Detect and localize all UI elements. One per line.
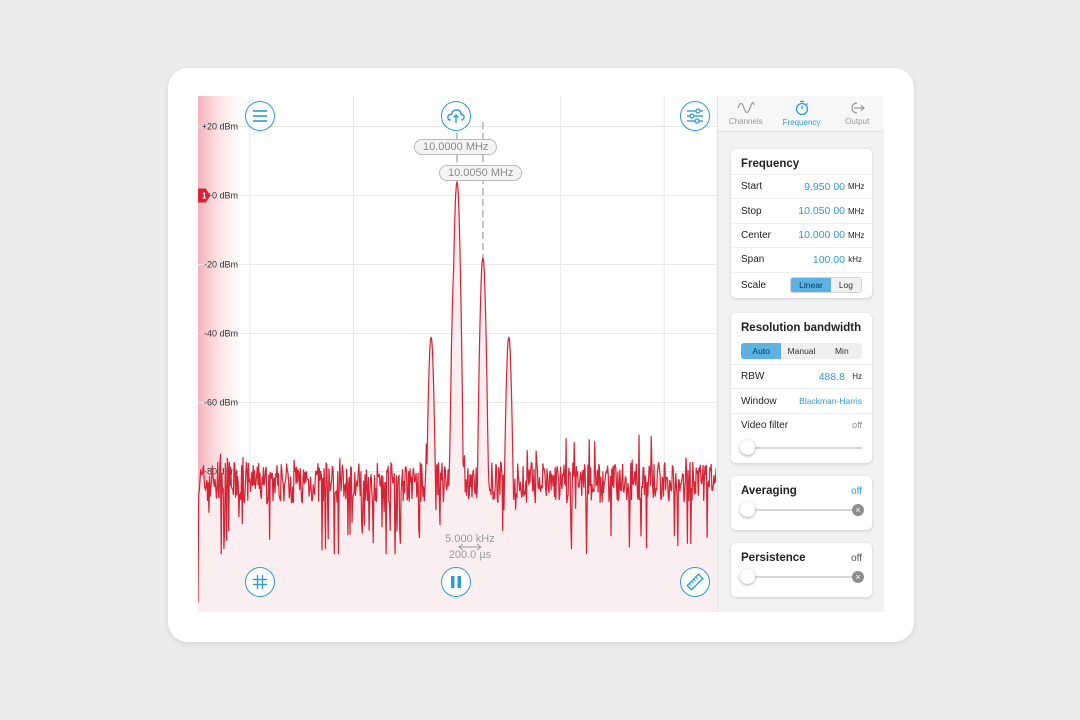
grid-toggle-button[interactable]: [245, 567, 275, 597]
delta-arrow-left-head: [458, 543, 464, 551]
averaging-card: Averaging off ×: [731, 476, 872, 530]
span-value[interactable]: 100.00: [812, 253, 845, 266]
scale-row: Scale Linear Log: [731, 271, 872, 298]
center-row[interactable]: Center 10.000 00 MHz: [731, 222, 872, 247]
persistence-header: Persistence off: [731, 543, 872, 566]
rbw-value[interactable]: 488.8: [818, 370, 845, 383]
frequency-card-title: Frequency: [741, 158, 800, 170]
resolution-bandwidth-card: Resolution bandwidth Auto Manual Min RBW…: [731, 313, 872, 463]
stop-value[interactable]: 10.050 00: [798, 205, 845, 218]
rbw-row[interactable]: RBW 488.8 Hz: [731, 364, 872, 388]
center-value[interactable]: 10.000 00: [798, 229, 845, 242]
video-filter-slider[interactable]: [740, 437, 862, 459]
rbw-unit: Hz: [852, 372, 862, 382]
rbw-mode-min[interactable]: Min: [834, 346, 849, 356]
scale-label: Scale: [741, 279, 767, 291]
trace-fill-area: [198, 181, 716, 612]
rbw-mode-auto[interactable]: Auto: [741, 343, 782, 359]
persistence-card: Persistence off ×: [731, 543, 872, 597]
window-label: Window: [741, 395, 777, 407]
tab-channels[interactable]: Channels: [718, 96, 774, 131]
start-unit: MHz: [848, 182, 865, 192]
settings-sliders-button[interactable]: [680, 101, 710, 131]
y-tick-label: -40 dBm: [204, 329, 238, 339]
pause-icon: [451, 576, 461, 588]
cloud-upload-button[interactable]: [441, 101, 471, 131]
video-filter-value: off: [852, 420, 862, 431]
marker-b-label[interactable]: 10.0050 MHz: [439, 165, 523, 181]
sidebar-tabs: Channels Frequency Output: [718, 96, 884, 132]
rbw-card-title: Resolution bandwidth: [741, 322, 862, 334]
grid-icon: [253, 575, 267, 589]
span-row[interactable]: Span 100.00 kHz: [731, 247, 872, 271]
averaging-clear-icon[interactable]: ×: [852, 504, 864, 516]
y-tick-label: +20 dBm: [202, 122, 238, 132]
tab-frequency[interactable]: Frequency: [774, 96, 830, 131]
span-unit: kHz: [848, 255, 862, 265]
scale-linear-option[interactable]: Linear: [791, 278, 831, 293]
averaging-header: Averaging off: [731, 476, 872, 499]
span-label: Span: [741, 254, 765, 266]
tab-frequency-label: Frequency: [782, 118, 821, 127]
pause-button[interactable]: [441, 567, 471, 597]
spectrum-trace-line: [198, 181, 716, 603]
stop-label: Stop: [741, 205, 762, 217]
stop-unit: MHz: [848, 206, 865, 216]
rbw-label: RBW: [741, 371, 765, 383]
measure-button[interactable]: [680, 567, 710, 597]
tab-output[interactable]: Output: [829, 96, 884, 131]
delta-arrow-right-head: [476, 543, 482, 551]
spectrum-chart[interactable]: +20 dBm+0 dBm-20 dBm-40 dBm-60 dBm-80 dB…: [198, 96, 716, 612]
app-screen: +20 dBm +0 dBm -20 dBm -40 dBm -60 dBm -80 dB…: [198, 96, 884, 612]
rbw-mode-segmented-control: Auto Manual Min: [741, 343, 862, 359]
averaging-slider[interactable]: ×: [740, 499, 864, 521]
start-row[interactable]: Start 9.950 00 MHz: [731, 174, 872, 198]
scale-segmented-control: Linear Log: [790, 277, 862, 294]
averaging-slider-knob[interactable]: [740, 502, 755, 517]
window-row[interactable]: Window Blackman-Harris: [731, 388, 872, 412]
scale-log-option[interactable]: Log: [830, 278, 861, 293]
averaging-title: Averaging: [741, 485, 797, 497]
stopwatch-icon: [795, 100, 808, 116]
reference-level-marker[interactable]: [198, 188, 210, 203]
sine-wave-icon: [737, 102, 755, 114]
video-filter-slider-knob[interactable]: [740, 440, 755, 456]
video-filter-slider-track: [741, 447, 862, 449]
y-tick-label: -20 dBm: [204, 260, 238, 270]
y-tick-label: -60 dBm: [204, 398, 238, 408]
averaging-value: off: [851, 485, 862, 497]
center-label: Center: [741, 229, 772, 241]
tab-output-label: Output: [845, 117, 870, 126]
frequency-card: Frequency Start 9.950 00 MHz Stop 10.050…: [731, 149, 872, 298]
hamburger-menu-icon: [253, 110, 267, 122]
center-unit: MHz: [848, 230, 865, 240]
window-value[interactable]: Blackman-Harris: [799, 396, 862, 407]
menu-button[interactable]: [245, 101, 275, 131]
video-filter-row: Video filter off: [731, 412, 872, 437]
marker-a-label[interactable]: 10.0000 MHz: [414, 139, 498, 155]
averaging-slider-track: [741, 509, 862, 511]
persistence-value: off: [851, 552, 862, 564]
persistence-clear-icon[interactable]: ×: [852, 571, 864, 583]
persistence-slider-knob[interactable]: [740, 569, 755, 584]
settings-sidebar: Channels Frequency Output: [717, 96, 884, 612]
persistence-title: Persistence: [741, 552, 806, 564]
persistence-slider-track: [741, 576, 862, 578]
persistence-slider[interactable]: ×: [740, 566, 864, 588]
cloud-upload-icon: [447, 109, 465, 123]
spectrum-plot[interactable]: +20 dBm +0 dBm -20 dBm -40 dBm -60 dBm -80 dB…: [198, 96, 716, 612]
stop-row[interactable]: Stop 10.050 00 MHz: [731, 198, 872, 222]
output-icon: [851, 102, 866, 114]
y-tick-label: +0 dBm: [207, 191, 238, 201]
start-label: Start: [741, 181, 763, 193]
ruler-icon: [686, 573, 704, 591]
tab-channels-label: Channels: [728, 117, 763, 126]
sliders-icon: [687, 108, 703, 124]
reference-marker-number: 1: [202, 192, 207, 201]
delta-time-label: 200.0 µs: [449, 549, 492, 561]
start-value[interactable]: 9.950 00: [804, 180, 845, 193]
delta-frequency-label: 5.000 kHz: [445, 533, 495, 545]
video-filter-label: Video filter: [741, 419, 789, 431]
rbw-mode-manual[interactable]: Manual: [787, 346, 816, 356]
